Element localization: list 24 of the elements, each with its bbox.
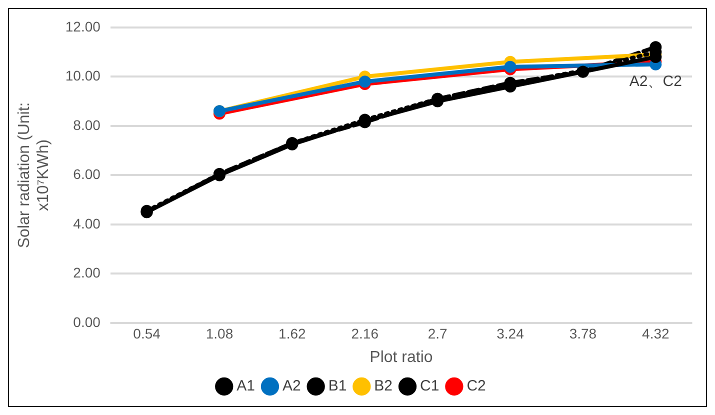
legend-label: A1: [236, 378, 255, 395]
x-tick-label: 2.16: [351, 325, 379, 342]
x-tick-label: 3.78: [569, 325, 597, 342]
x-tick-label: 3.24: [496, 325, 524, 342]
x-tick-label: 0.54: [133, 325, 161, 342]
y-axis-title: Solar radiation (Unit: x10⁷KWh): [16, 102, 52, 248]
y-tick-label: 4.00: [73, 215, 101, 232]
y-tick-label: 10.00: [65, 68, 101, 84]
y-tick-label: 2.00: [73, 264, 101, 281]
x-tick-label: 2.7: [428, 325, 448, 342]
legend-label: B2: [374, 378, 393, 395]
y-tick-label: 6.00: [73, 166, 101, 182]
x-tick-label: 4.32: [642, 325, 670, 342]
y-tick-label: 8.00: [73, 116, 101, 133]
annotation: A2、C2: [629, 72, 682, 90]
legend-label: B1: [328, 378, 347, 395]
legend-label: A2: [282, 378, 301, 395]
legend-label: C1: [420, 378, 440, 395]
y-tick-label: 0.00: [73, 314, 101, 330]
x-axis-title: Plot ratio: [370, 348, 433, 366]
x-tick-label: 1.62: [278, 325, 306, 342]
x-tick-label: 1.08: [206, 325, 234, 342]
legend-label: C2: [466, 378, 486, 395]
y-tick-label: 12.00: [65, 18, 101, 34]
